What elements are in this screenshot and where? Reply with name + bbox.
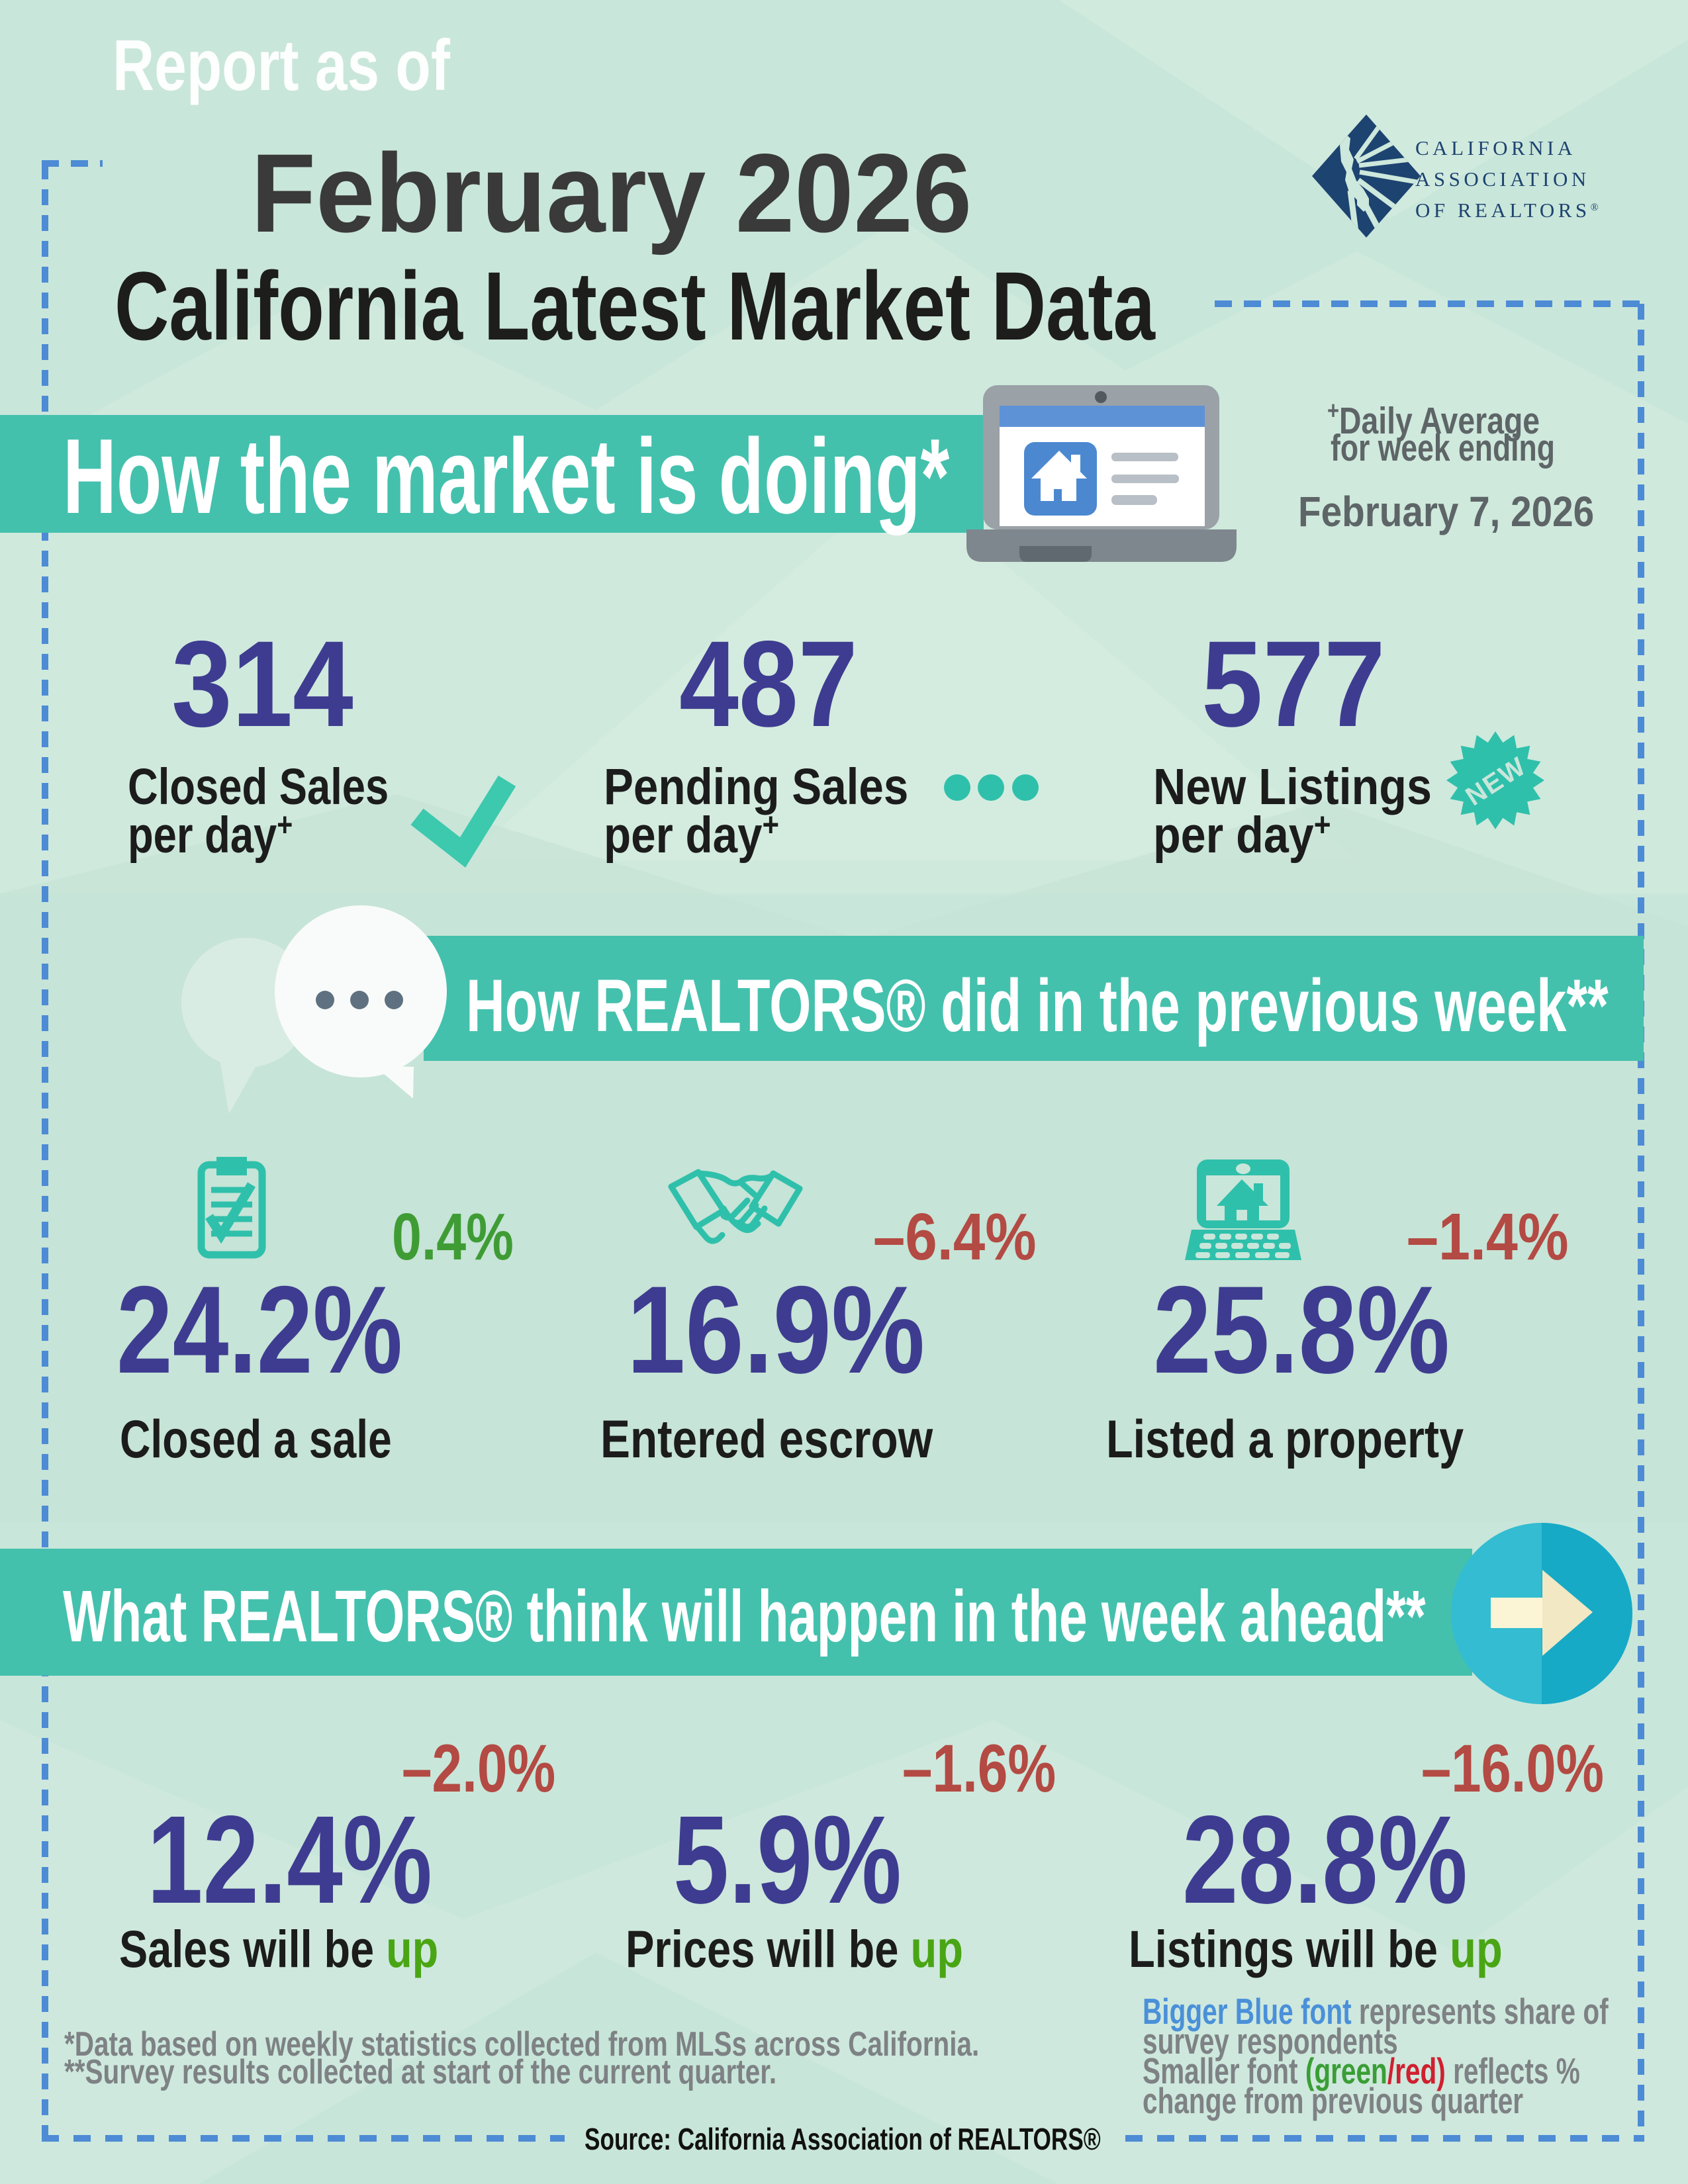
svg-text:OF REALTORS®: OF REALTORS® xyxy=(1415,199,1599,222)
svg-text:CALIFORNIA: CALIFORNIA xyxy=(1415,136,1576,159)
svg-text:ASSOCIATION: ASSOCIATION xyxy=(1415,167,1590,191)
